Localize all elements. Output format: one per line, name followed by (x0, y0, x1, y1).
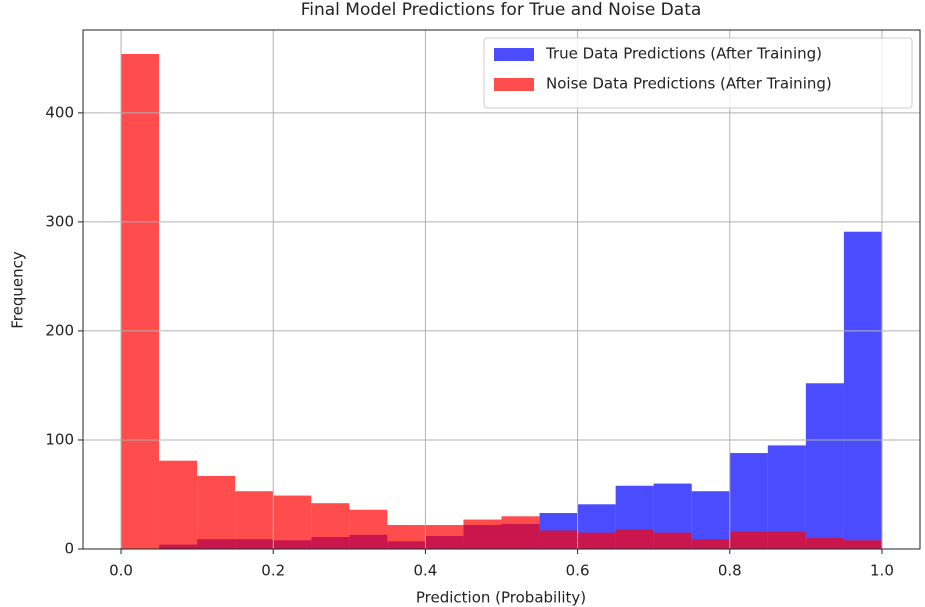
bar (767, 531, 806, 549)
x-axis-label: Prediction (Probability) (416, 589, 586, 607)
bar (805, 538, 844, 549)
bar (197, 475, 236, 549)
legend-swatch (494, 48, 534, 61)
x-tick-label: 0.6 (566, 562, 590, 580)
bar (539, 530, 578, 549)
y-tick-label: 0 (64, 540, 74, 558)
x-tick-label: 0.4 (413, 562, 437, 580)
legend: True Data Predictions (After Training) No… (483, 37, 913, 109)
x-tick-label: 0.8 (718, 562, 742, 580)
bar (273, 495, 312, 549)
x-tick-label: 1.0 (870, 562, 894, 580)
legend-label: True Data Predictions (After Training) (545, 45, 822, 63)
bar (615, 529, 654, 549)
bar (463, 519, 502, 549)
plot-frame (82, 29, 921, 550)
bar (653, 532, 692, 549)
y-axis-label: Frequency (9, 251, 27, 329)
bar (577, 532, 616, 549)
bar (691, 539, 730, 549)
y-tick-label: 100 (45, 430, 74, 448)
bar (501, 516, 540, 549)
bar (159, 460, 198, 549)
y-tick-label: 400 (45, 103, 74, 121)
y-tick-label: 200 (45, 321, 74, 339)
bar (387, 525, 426, 549)
bar (121, 53, 160, 549)
legend-label: Noise Data Predictions (After Training) (546, 75, 832, 93)
bar (235, 491, 274, 549)
x-tick-label: 0.0 (109, 562, 133, 580)
bar (311, 503, 350, 549)
chart-title: Final Model Predictions for True and Noi… (301, 0, 702, 20)
bar (729, 531, 768, 549)
bar (349, 509, 388, 549)
legend-frame (483, 37, 913, 109)
y-tick-label: 300 (45, 212, 74, 230)
bar (843, 540, 882, 549)
bar (843, 231, 882, 549)
bar (805, 383, 844, 549)
bar (425, 525, 464, 549)
legend-swatch (494, 78, 534, 91)
x-tick-label: 0.2 (261, 562, 285, 580)
